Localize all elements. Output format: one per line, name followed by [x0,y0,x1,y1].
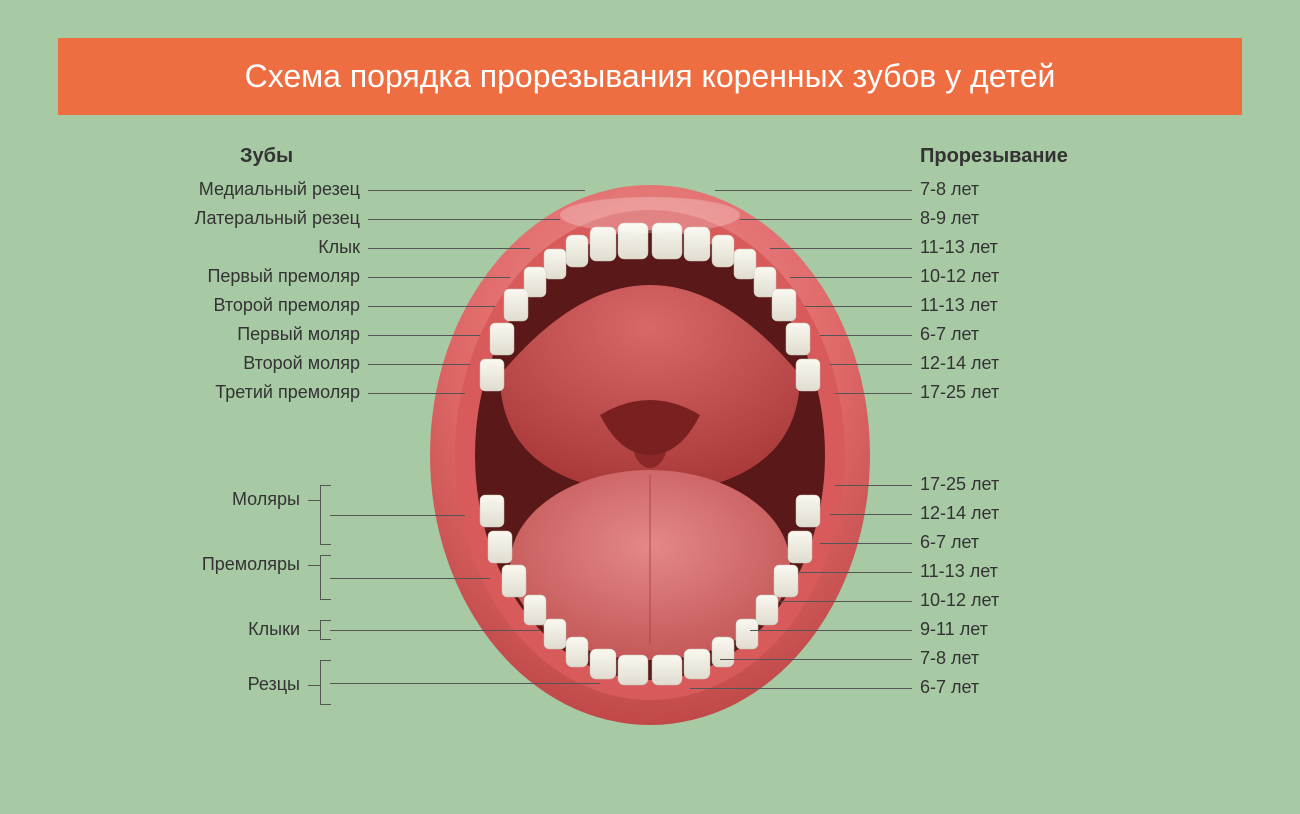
lower-eruption-6: 7-8 лет [920,648,979,669]
lower-eruption-5: 9-11 лет [920,619,988,640]
leader-upper-right-1 [740,219,912,220]
upper-tooth-name-7: Третий премоляр [215,382,360,403]
leader-upper-left-3 [368,277,510,278]
leader-lower-right-4 [780,601,912,602]
lower-eruption-7: 6-7 лет [920,677,979,698]
leader-upper-right-2 [770,248,912,249]
leader-upper-left-7 [368,393,465,394]
leader-bracket-0 [330,515,465,516]
lower-eruption-0: 17-25 лет [920,474,999,495]
lower-eruption-2: 6-7 лет [920,532,979,553]
leader-lower-right-6 [720,659,912,660]
bracket-0 [320,485,321,545]
leader-upper-left-6 [368,364,470,365]
title-text: Схема порядка прорезывания коренных зубо… [245,58,1056,94]
leader-bracket-2 [330,630,540,631]
lower-group-1: Премоляры [202,554,300,575]
upper-eruption-3: 10-12 лет [920,266,999,287]
diagram-content: Зубы Прорезывание [0,145,1300,765]
lower-eruption-4: 10-12 лет [920,590,999,611]
upper-tooth-name-2: Клык [318,237,360,258]
upper-tooth-name-0: Медиальный резец [199,179,360,200]
upper-tooth-name-6: Второй моляр [243,353,360,374]
upper-eruption-4: 11-13 лет [920,295,998,316]
upper-eruption-7: 17-25 лет [920,382,999,403]
bracket-2 [320,620,321,640]
lower-group-3: Резцы [248,674,300,695]
upper-eruption-6: 12-14 лет [920,353,999,374]
bracket-1 [320,555,321,600]
lower-eruption-3: 11-13 лет [920,561,998,582]
leader-group-2 [308,630,320,631]
leader-upper-right-7 [835,393,912,394]
upper-eruption-1: 8-9 лет [920,208,979,229]
header-teeth: Зубы [240,145,293,168]
leader-upper-right-4 [805,306,912,307]
upper-eruption-5: 6-7 лет [920,324,979,345]
leader-lower-right-2 [820,543,912,544]
leader-upper-left-4 [368,306,495,307]
upper-eruption-0: 7-8 лет [920,179,979,200]
upper-tooth-name-1: Латеральный резец [195,208,360,229]
leader-lower-right-1 [830,514,912,515]
leader-lower-right-5 [750,630,912,631]
leader-upper-right-5 [820,335,912,336]
leader-lower-right-0 [835,485,912,486]
leader-lower-right-7 [690,688,912,689]
header-eruption: Прорезывание [920,145,1068,168]
title-bar: Схема порядка прорезывания коренных зубо… [58,38,1242,115]
leader-upper-right-0 [715,190,912,191]
upper-tooth-name-3: Первый премоляр [207,266,360,287]
leader-group-0 [308,500,320,501]
leader-upper-left-0 [368,190,585,191]
leader-upper-right-3 [790,277,912,278]
lower-group-2: Клыки [248,619,300,640]
leader-bracket-3 [330,683,600,684]
leader-group-1 [308,565,320,566]
leader-lower-right-3 [800,572,912,573]
lower-group-0: Моляры [232,489,300,510]
leader-upper-left-5 [368,335,480,336]
leader-upper-left-1 [368,219,560,220]
upper-eruption-2: 11-13 лет [920,237,998,258]
upper-tooth-name-4: Второй премоляр [213,295,360,316]
leader-upper-right-6 [830,364,912,365]
leader-group-3 [308,685,320,686]
lower-eruption-1: 12-14 лет [920,503,999,524]
mouth-illustration [420,175,880,735]
leader-bracket-1 [330,578,490,579]
bracket-3 [320,660,321,705]
leader-upper-left-2 [368,248,530,249]
upper-tooth-name-5: Первый моляр [237,324,360,345]
